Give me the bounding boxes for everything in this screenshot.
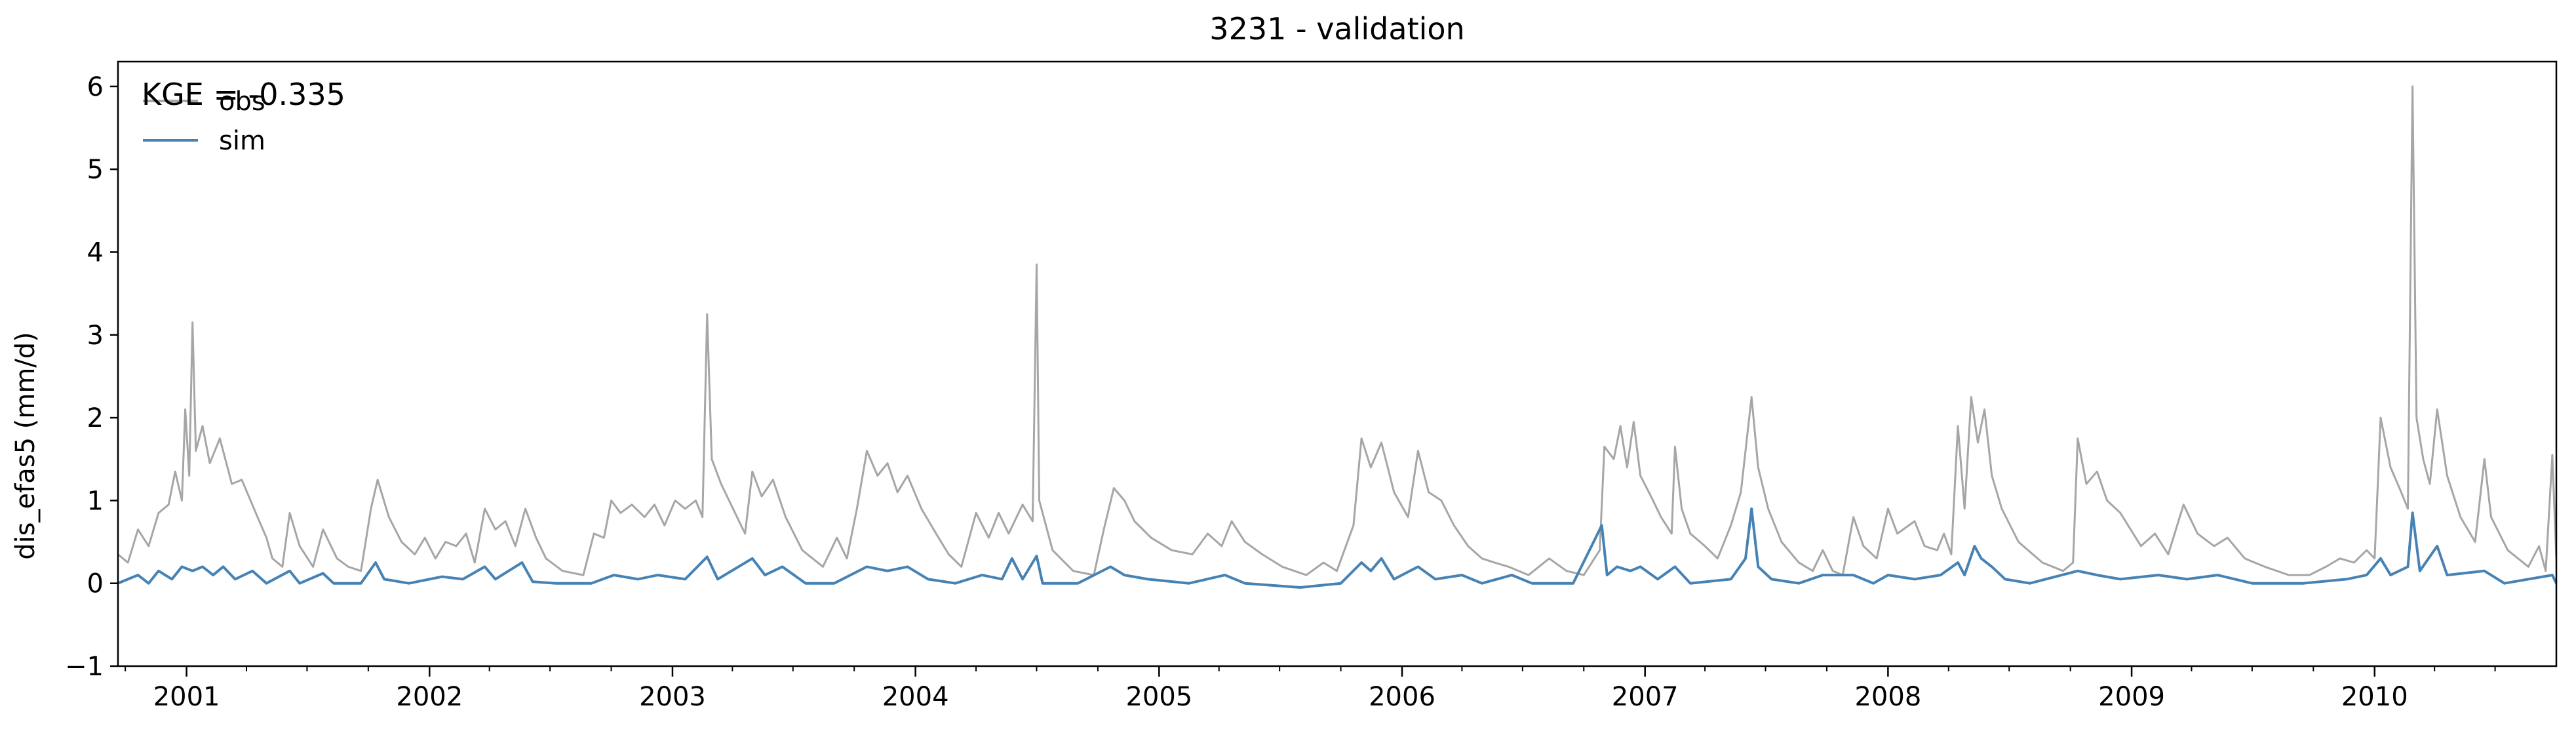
x-tick-label: 2010: [2341, 682, 2408, 712]
y-tick-label: 1: [87, 486, 104, 516]
y-axis: −1 0 1 2 3 4 5 6: [65, 72, 118, 682]
x-tick-label: 2002: [396, 682, 463, 712]
y-tick-label: 4: [87, 237, 104, 267]
x-tick-label: 2001: [153, 682, 220, 712]
x-tick-label: 2003: [639, 682, 706, 712]
plot-frame: [117, 60, 2558, 667]
x-tick-label: 2004: [882, 682, 949, 712]
y-axis-label: dis_efas5 (mm/d): [10, 332, 41, 560]
x-axis: 2001 2002 2003 2004 2005 2006 2007 2008 2009 2010: [125, 666, 2496, 712]
legend-label-obs: obs: [219, 87, 265, 117]
series-line-obs: [118, 85, 2556, 576]
legend: obs sim: [143, 87, 265, 156]
y-tick-label: 6: [87, 72, 104, 102]
legend-label-sim: sim: [219, 126, 265, 156]
y-tick-label: 3: [87, 321, 104, 351]
y-tick-label: 2: [87, 403, 104, 433]
series-line-sim: [118, 507, 2556, 589]
series-layer: [118, 85, 2556, 589]
kge-annotation: KGE = -0.335: [142, 77, 345, 112]
x-tick-label: 2008: [1854, 682, 1921, 712]
x-tick-label: 2006: [1369, 682, 1435, 712]
x-tick-label: 2005: [1125, 682, 1192, 712]
y-tick-label: 5: [87, 155, 104, 185]
x-tick-label: 2007: [1612, 682, 1679, 712]
x-tick-label: 2009: [2098, 682, 2165, 712]
y-tick-label: −1: [65, 652, 104, 682]
chart-title: 3231 - validation: [1209, 11, 1464, 47]
y-tick-label: 0: [87, 569, 104, 599]
